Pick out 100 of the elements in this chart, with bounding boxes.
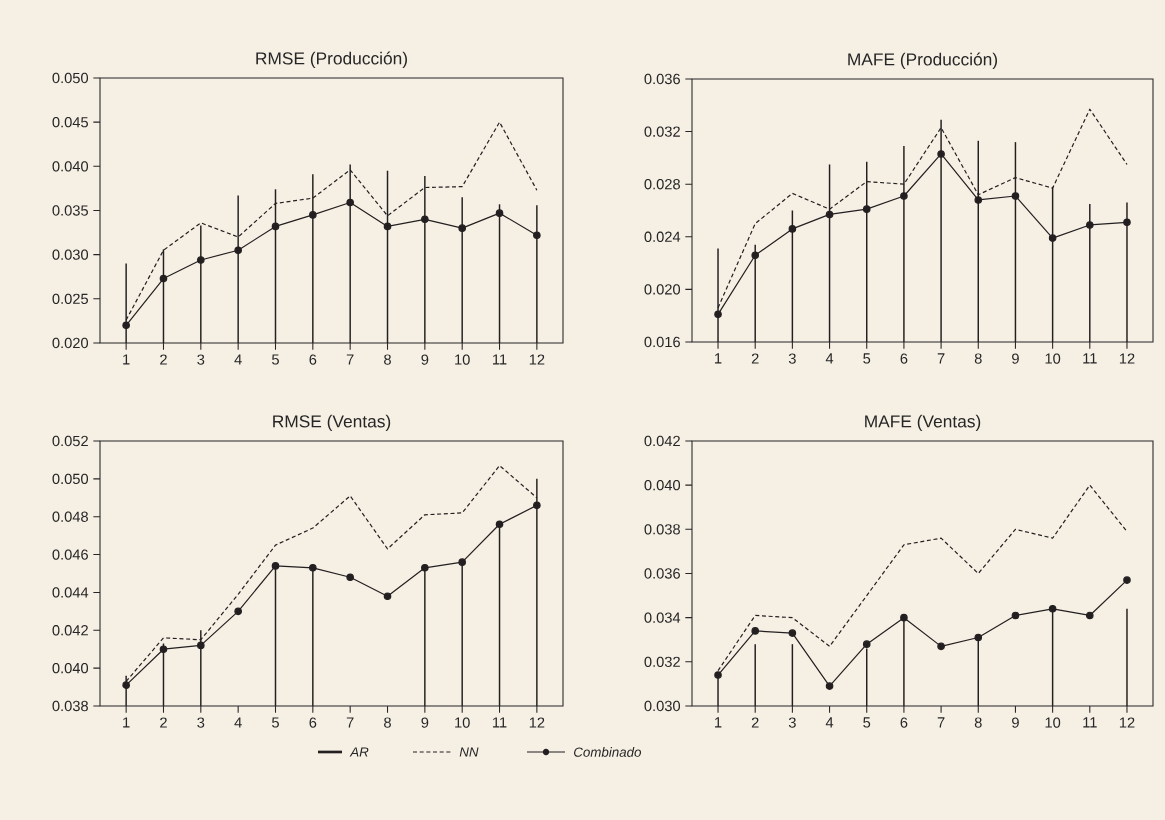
point xyxy=(937,150,945,158)
point xyxy=(234,607,242,616)
x-tick-label: 6 xyxy=(900,717,908,728)
x-tick-label: 12 xyxy=(1119,353,1135,364)
point xyxy=(234,246,242,255)
y-tick-label: 0.032 xyxy=(644,126,680,137)
x-tick-label: 9 xyxy=(1012,353,1019,364)
x-tick-label: 1 xyxy=(715,353,722,364)
x-tick-label: 11 xyxy=(493,354,507,365)
chart-title: RMSE (Ventas) xyxy=(273,414,391,431)
x-tick-label: 10 xyxy=(1045,353,1061,364)
x-tick-label: 2 xyxy=(160,717,167,728)
y-tick-label: 0.024 xyxy=(644,231,681,242)
point xyxy=(1011,611,1020,620)
point xyxy=(421,215,429,224)
y-tick-label: 0.038 xyxy=(644,524,680,535)
point xyxy=(458,558,466,566)
point xyxy=(862,640,871,648)
point xyxy=(122,321,130,330)
x-tick-label: 4 xyxy=(234,354,242,365)
x-tick-label: 8 xyxy=(384,354,391,365)
x-tick-label: 5 xyxy=(272,354,279,365)
x-tick-label: 10 xyxy=(1045,717,1061,728)
x-tick-label: 7 xyxy=(937,353,945,364)
y-tick-label: 0.052 xyxy=(52,435,88,447)
x-tick-label: 11 xyxy=(493,717,507,728)
point xyxy=(309,211,317,219)
legend-label: NN xyxy=(459,747,479,757)
y-tick-label: 0.034 xyxy=(644,612,681,623)
point xyxy=(937,642,945,651)
legend-label: AR xyxy=(349,747,369,757)
x-tick-label: 2 xyxy=(751,717,759,728)
x-tick-label: 4 xyxy=(825,353,834,364)
x-tick-label: 8 xyxy=(974,353,982,364)
y-tick-label: 0.030 xyxy=(52,249,89,260)
x-tick-label: 2 xyxy=(160,354,167,365)
y-tick-label: 0.050 xyxy=(52,72,89,84)
point xyxy=(197,256,205,264)
y-tick-label: 0.048 xyxy=(52,511,88,522)
point xyxy=(1011,192,1020,200)
point xyxy=(197,641,205,650)
x-tick-label: 1 xyxy=(123,717,130,728)
point xyxy=(862,205,871,213)
y-tick-label: 0.040 xyxy=(52,662,89,674)
y-tick-label: 0.040 xyxy=(644,479,681,491)
point xyxy=(122,681,130,689)
x-tick-label: 3 xyxy=(197,354,205,365)
point xyxy=(421,564,429,572)
x-tick-label: 5 xyxy=(272,717,279,728)
x-tick-label: 11 xyxy=(1083,353,1097,364)
y-tick-label: 0.020 xyxy=(52,337,89,349)
legend-label: Combinado xyxy=(574,747,642,757)
x-tick-label: 10 xyxy=(455,354,470,365)
x-tick-label: 9 xyxy=(1012,717,1019,728)
y-tick-label: 0.050 xyxy=(52,473,89,485)
point xyxy=(825,682,834,690)
x-tick-label: 6 xyxy=(900,353,908,364)
y-tick-label: 0.044 xyxy=(52,587,89,598)
x-tick-label: 3 xyxy=(197,717,205,728)
point xyxy=(495,209,504,217)
y-tick-label: 0.030 xyxy=(644,700,681,712)
x-tick-label: 12 xyxy=(529,717,545,728)
point xyxy=(1048,234,1057,242)
y-tick-label: 0.045 xyxy=(52,116,88,128)
x-tick-label: 9 xyxy=(421,717,429,728)
point xyxy=(974,196,983,204)
point xyxy=(533,231,541,240)
point xyxy=(974,633,983,642)
chart-title: RMSE (Producción) xyxy=(256,51,407,68)
y-tick-label: 0.036 xyxy=(644,73,680,85)
y-tick-label: 0.046 xyxy=(52,549,88,560)
point xyxy=(383,592,392,600)
point xyxy=(1086,221,1094,229)
x-tick-label: 9 xyxy=(421,354,429,365)
point xyxy=(495,520,504,529)
y-tick-label: 0.032 xyxy=(644,656,680,668)
point xyxy=(271,562,280,570)
point xyxy=(1123,576,1131,584)
x-tick-label: 1 xyxy=(715,717,722,728)
x-tick-label: 6 xyxy=(309,354,317,365)
x-tick-label: 2 xyxy=(751,353,759,364)
point xyxy=(458,224,466,232)
y-tick-label: 0.025 xyxy=(52,293,88,305)
y-tick-label: 0.040 xyxy=(52,161,89,172)
x-tick-label: 7 xyxy=(346,354,354,365)
y-tick-label: 0.042 xyxy=(644,435,680,447)
point xyxy=(1048,605,1057,613)
x-tick-label: 8 xyxy=(384,717,391,728)
x-tick-label: 11 xyxy=(1083,717,1097,728)
y-tick-label: 0.036 xyxy=(644,568,680,579)
point xyxy=(533,501,541,510)
point xyxy=(900,192,908,200)
point xyxy=(159,274,168,283)
y-tick-label: 0.038 xyxy=(52,700,88,712)
point xyxy=(159,645,168,653)
x-tick-label: 6 xyxy=(309,717,317,728)
x-tick-label: 1 xyxy=(123,354,130,365)
point xyxy=(751,251,760,259)
y-tick-label: 0.028 xyxy=(644,179,680,190)
x-tick-label: 12 xyxy=(1119,717,1135,728)
